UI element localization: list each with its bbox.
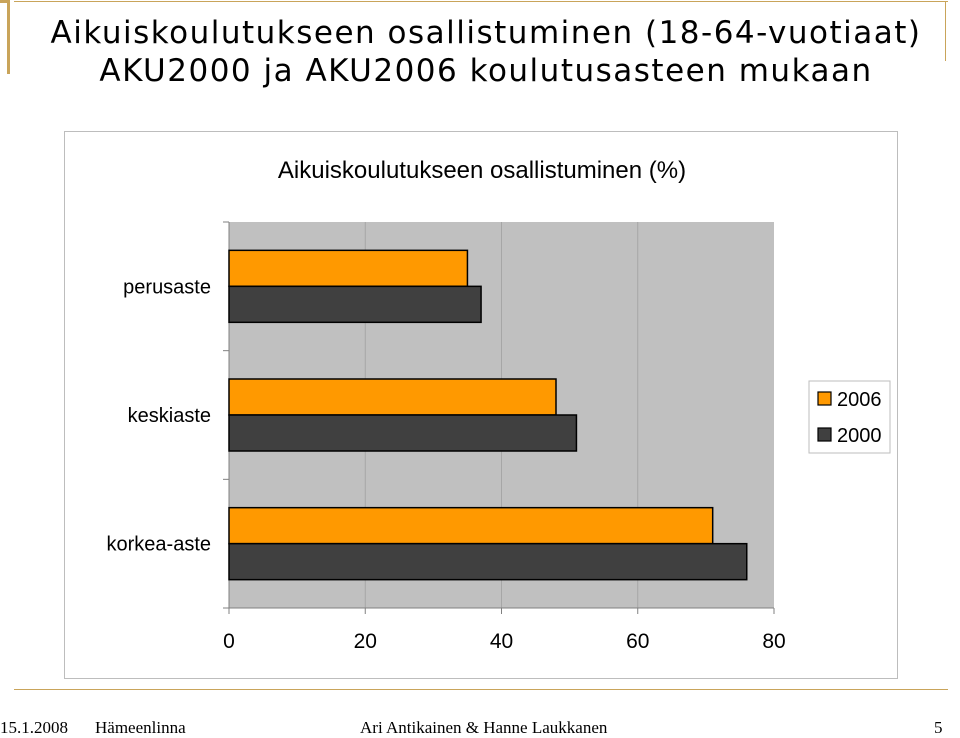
slide-title: Aikuiskoulutukseen osallistuminen (18-64… [26, 14, 946, 90]
chart-area: Aikuiskoulutukseen osallistuminen (%) pe… [64, 131, 898, 679]
legend-swatch-2000 [817, 427, 832, 442]
bar-2000-keskiaste [228, 414, 578, 452]
bar-chart: Aikuiskoulutukseen osallistuminen (%) pe… [107, 157, 891, 653]
title-divider [14, 1, 948, 2]
x-tick-label: 0 [223, 630, 235, 653]
category-label: perusaste [123, 276, 211, 298]
footer-divider [14, 689, 948, 690]
footer-authors: Ari Antikainen & Hanne Laukkanen [360, 718, 608, 737]
footer-page-number: 5 [934, 718, 943, 737]
footer-place: Hämeenlinna [95, 718, 186, 737]
category-label: keskiaste [128, 405, 211, 427]
category-label: korkea-aste [107, 534, 212, 556]
legend-label-2000: 2000 [837, 425, 882, 447]
bar-2006-keskiaste [228, 378, 557, 416]
bar-2000-korkea-aste [228, 542, 748, 581]
title-corner-bracket [0, 0, 10, 74]
chart-title: Aikuiskoulutukseen osallistuminen (%) [278, 157, 686, 184]
footer-date: 15.1.2008 [0, 718, 68, 737]
x-tick-label: 40 [490, 630, 513, 653]
slide-title-line2: AKU2000 ja AKU2006 koulutusasteen mukaan [99, 53, 873, 89]
title-divider-right [945, 1, 946, 61]
chart-legend: 2006 2000 [808, 380, 891, 454]
x-tick-label: 60 [626, 630, 649, 653]
x-tick-label: 20 [354, 630, 377, 653]
bar-2006-korkea-aste [228, 506, 714, 545]
bar-2000-perusaste [228, 285, 482, 324]
bar-2006-perusaste [228, 249, 469, 288]
plot-area: perusaste keskiaste korkea-aste 0 20 40 60 80 [107, 221, 786, 653]
legend-swatch-2006 [817, 391, 832, 406]
x-tick-label: 80 [762, 630, 785, 653]
slide-title-line1: Aikuiskoulutukseen osallistuminen (18-64… [50, 15, 922, 51]
legend-label-2006: 2006 [837, 389, 882, 411]
